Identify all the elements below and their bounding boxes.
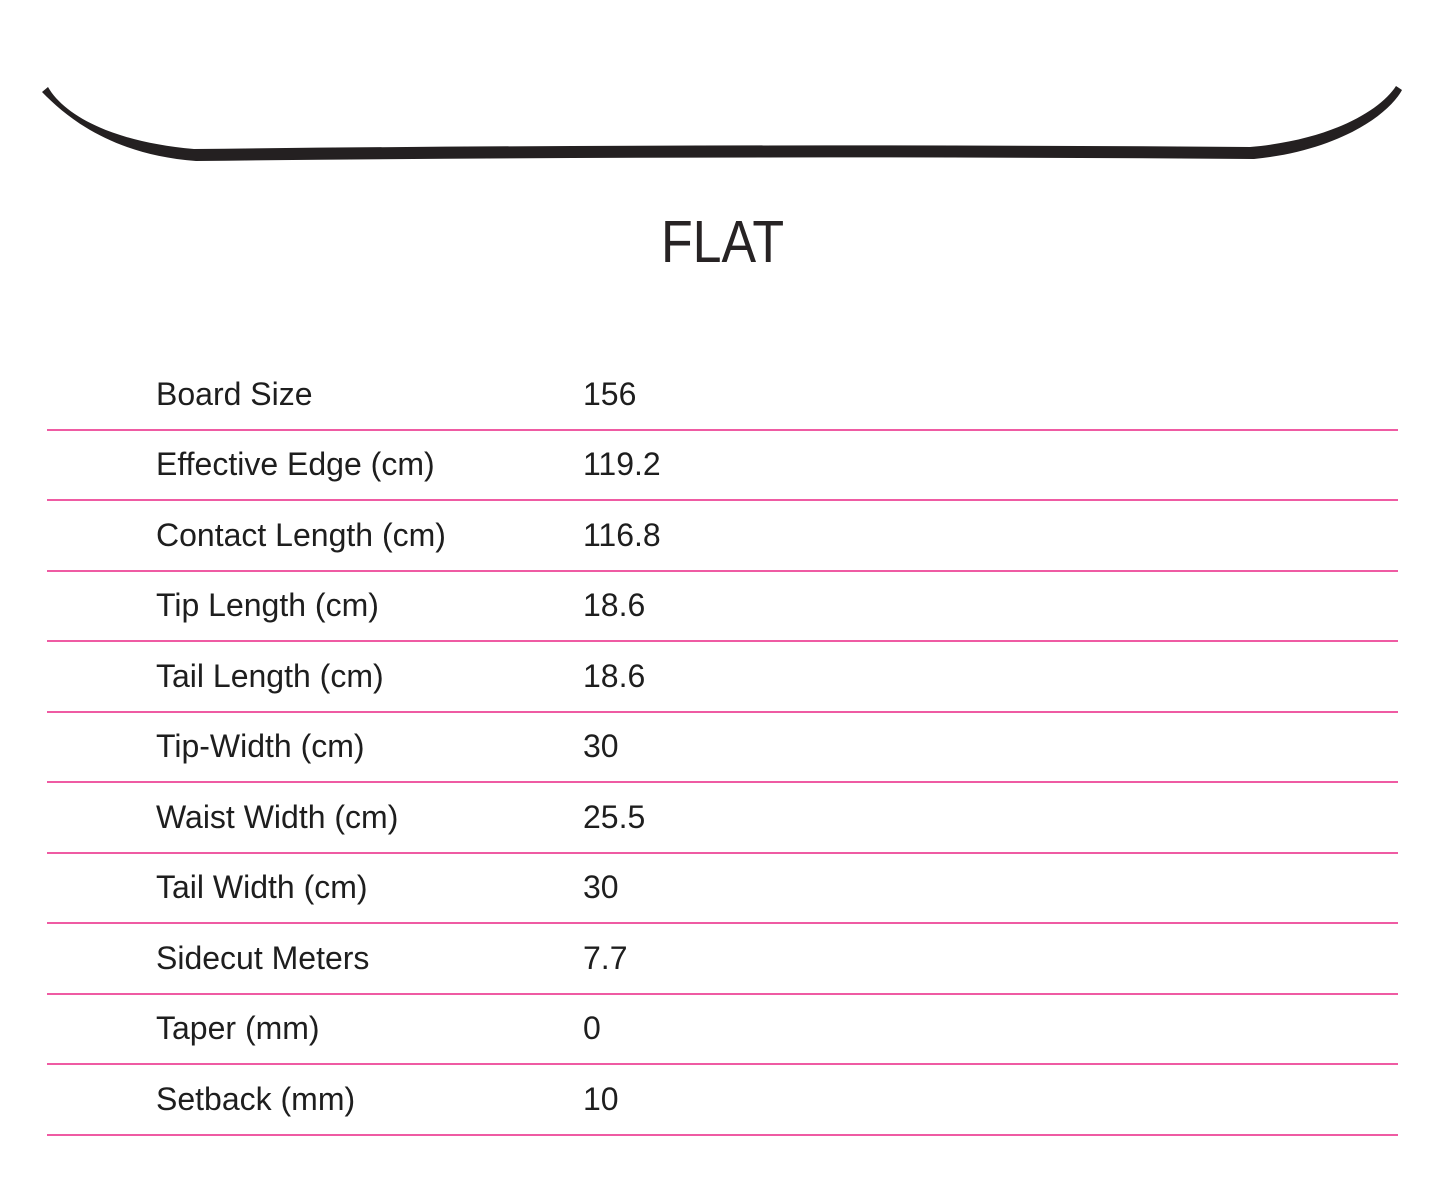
- spec-value: 119.2: [583, 446, 661, 483]
- spec-label: Tail Width (cm): [156, 869, 368, 906]
- spec-value: 18.6: [583, 657, 646, 694]
- spec-label: Tip-Width (cm): [156, 728, 365, 765]
- table-row: Contact Length (cm) 116.8: [47, 501, 1398, 572]
- table-row: Setback (mm) 10: [47, 1065, 1398, 1136]
- spec-table: Board Size 156 Effective Edge (cm) 119.2…: [47, 360, 1398, 1136]
- spec-label: Sidecut Meters: [156, 939, 370, 976]
- table-row: Taper (mm) 0: [47, 995, 1398, 1065]
- table-row: Effective Edge (cm) 119.2: [47, 431, 1398, 501]
- spec-label: Tail Length (cm): [156, 657, 384, 694]
- spec-label: Setback (mm): [156, 1080, 356, 1117]
- table-row: Tail Width (cm) 30: [47, 854, 1398, 924]
- spec-value: 18.6: [583, 587, 646, 624]
- spec-label: Taper (mm): [156, 1010, 320, 1047]
- spec-value: 116.8: [583, 516, 661, 553]
- spec-label: Tip Length (cm): [156, 587, 379, 624]
- spec-value: 156: [583, 375, 637, 412]
- spec-value: 0: [583, 1010, 601, 1047]
- spec-label: Board Size: [156, 375, 313, 412]
- flat-camber-profile-icon: [42, 86, 1402, 161]
- table-row: Waist Width (cm) 25.5: [47, 783, 1398, 854]
- spec-value: 30: [583, 728, 619, 765]
- table-row: Tip-Width (cm) 30: [47, 713, 1398, 783]
- camber-profile-label: FLAT: [660, 209, 785, 275]
- table-row: Tail Length (cm) 18.6: [47, 642, 1398, 713]
- spec-label: Waist Width (cm): [156, 798, 399, 835]
- spec-value: 7.7: [583, 939, 628, 976]
- table-row: Sidecut Meters 7.7: [47, 924, 1398, 995]
- spec-label: Effective Edge (cm): [156, 446, 435, 483]
- spec-value: 25.5: [583, 798, 646, 835]
- spec-value: 10: [583, 1080, 619, 1117]
- table-row: Tip Length (cm) 18.6: [47, 572, 1398, 642]
- spec-value: 30: [583, 869, 619, 906]
- table-row: Board Size 156: [47, 360, 1398, 431]
- spec-label: Contact Length (cm): [156, 516, 446, 553]
